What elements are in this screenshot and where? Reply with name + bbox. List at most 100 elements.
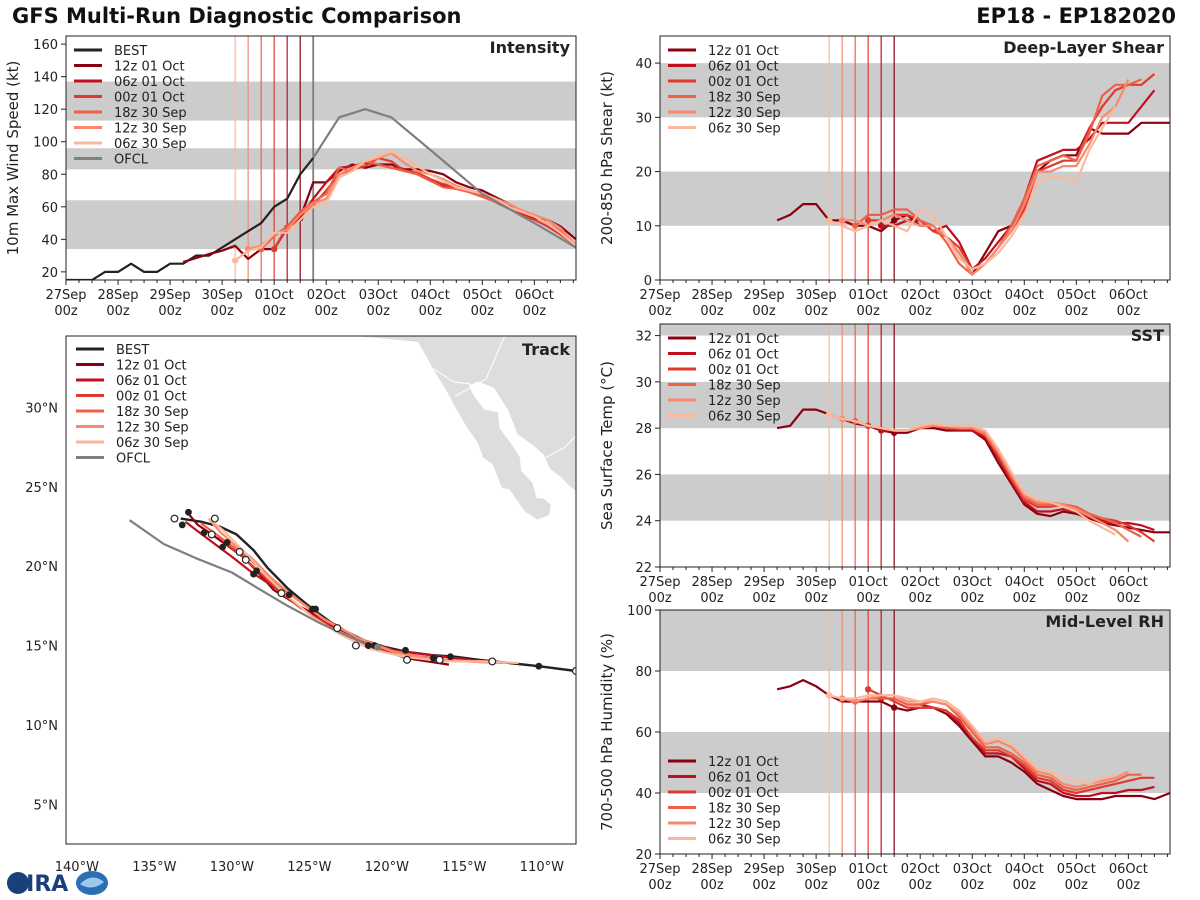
x-tick-label-hour: 00z [856,878,880,893]
x-tick-label-date: 27Sep [639,288,680,303]
panel-title: Mid-Level RH [1045,612,1164,631]
x-tick-label-hour: 00z [961,591,985,606]
panel-title: Intensity [490,38,571,57]
x-tick-label-hour: 00z [1013,878,1037,893]
x-tick-label-hour: 00z [54,304,78,319]
x-tick-label-date: 06Oct [1109,288,1148,303]
legend-label-12z-01-oct: 12z 01 Oct [114,60,185,75]
track-point-filled [402,646,409,654]
x-tick-label: 140°W [55,860,99,875]
legend-label-06z-01-oct: 06z 01 Oct [708,348,779,363]
y-tick-label: 80 [41,168,58,183]
legend-label-06z-01-oct: 06z 01 Oct [114,75,185,90]
legend-label-06z-01-oct: 06z 01 Oct [116,374,187,389]
x-tick-label-date: 29Sep [744,862,785,877]
init-point-12z-01-oct [890,704,898,711]
legend-label-06z-30-sep: 06z 30 Sep [708,833,781,848]
y-tick-label: 30 [635,376,652,391]
shade-band [660,324,1170,336]
cira-logo-text: CIRA [10,872,68,897]
legend-label-06z-30-sep: 06z 30 Sep [116,436,189,451]
x-tick-label-hour: 00z [419,304,443,319]
cira-logo-globe-icon [7,872,29,894]
y-tick-label: 160 [33,38,58,53]
legend-label-18z-30-sep: 18z 30 Sep [708,91,781,106]
legend-label-12z-01-oct: 12z 01 Oct [708,332,779,347]
legend-label-00z-01-oct: 00z 01 Oct [708,363,779,378]
legend-label-best: BEST [116,343,149,358]
x-tick-label-hour: 00z [752,304,776,319]
x-tick-label-date: 02Oct [901,575,940,590]
state-border [521,435,576,472]
x-tick-label-hour: 00z [1065,878,1089,893]
legend-label-12z-01-oct: 12z 01 Oct [708,44,779,59]
y-tick-label: 15°N [25,640,58,655]
x-tick-label-date: 28Sep [692,575,733,590]
shade-band [66,200,576,250]
series-line-06z-01-oct [881,697,1155,798]
x-tick-label-hour: 00z [315,304,339,319]
track-point-open [170,514,179,523]
legend-label-12z-30-sep: 12z 30 Sep [708,817,781,832]
x-tick-label-hour: 00z [158,304,182,319]
x-tick-label-date: 28Sep [692,862,733,877]
y-tick-label: 40 [635,57,652,72]
init-point-00z-01-oct [270,245,278,253]
state-border [454,336,506,397]
legend-label-18z-30-sep: 18z 30 Sep [708,379,781,394]
legend-label-06z-30-sep: 06z 30 Sep [708,410,781,425]
legend-label-18z-30-sep: 18z 30 Sep [116,405,189,420]
x-tick-label-date: 30Sep [796,288,837,303]
x-tick-label-hour: 00z [523,304,547,319]
track-point-filled [250,570,257,578]
shade-band [660,610,1170,671]
x-tick-label-hour: 00z [1117,591,1141,606]
y-tick-label: 40 [635,787,652,802]
panel-title: Deep-Layer Shear [1003,38,1164,57]
panel-title: SST [1131,326,1164,345]
x-tick-label-date: 02Oct [307,288,346,303]
series-line-06z-30-sep [828,413,1116,536]
y-axis-label: 700-500 hPa Humidity (%) [598,633,616,831]
track-point-filled [447,653,454,661]
x-tick-label-hour: 00z [856,591,880,606]
series-line-06z-30-sep [828,694,1116,786]
legend-label-06z-01-oct: 06z 01 Oct [708,771,779,786]
x-tick-label-date: 05Oct [463,288,502,303]
x-tick-label-date: 05Oct [1057,288,1096,303]
series-line-00z-01-oct [273,156,576,250]
x-tick-label-hour: 00z [909,304,933,319]
y-tick-label: 60 [41,201,58,216]
init-point-12z-30-sep [838,217,846,224]
track-point-open [488,657,497,666]
x-tick-label-date: 27Sep [45,288,86,303]
legend-label-ofcl: OFCL [116,452,151,467]
init-point-18z-30-sep [851,222,859,229]
legend-label-12z-01-oct: 12z 01 Oct [116,359,187,374]
track-point-filled [285,591,293,599]
series-line-00z-01-oct [867,688,1155,795]
track-point-filled [535,662,543,670]
figure-title: GFS Multi-Run Diagnostic Comparison [12,4,462,28]
x-tick-label-hour: 00z [1013,304,1037,319]
x-tick-label-hour: 00z [106,304,130,319]
y-tick-label: 22 [635,561,652,576]
y-tick-label: 20°N [25,560,58,575]
x-tick-label-date: 27Sep [639,862,680,877]
panel-track: 140°W 135°W 130°W 125°W 120°W 115°W 110°W 5°N 10… [25,335,577,875]
x-tick-label-hour: 00z [648,304,672,319]
y-tick-label: 20 [41,266,58,281]
x-tick-label: 135°W [132,860,176,875]
x-tick-label-hour: 00z [804,878,828,893]
y-tick-label: 26 [635,468,652,483]
x-tick-label-hour: 00z [1013,591,1037,606]
y-tick-label: 60 [635,726,652,741]
legend-label-06z-30-sep: 06z 30 Sep [708,122,781,137]
init-point-00z-01-oct [864,686,872,693]
y-tick-label: 32 [635,330,652,345]
track-point-filled [200,529,208,537]
legend-label-12z-01-oct: 12z 01 Oct [708,755,779,770]
